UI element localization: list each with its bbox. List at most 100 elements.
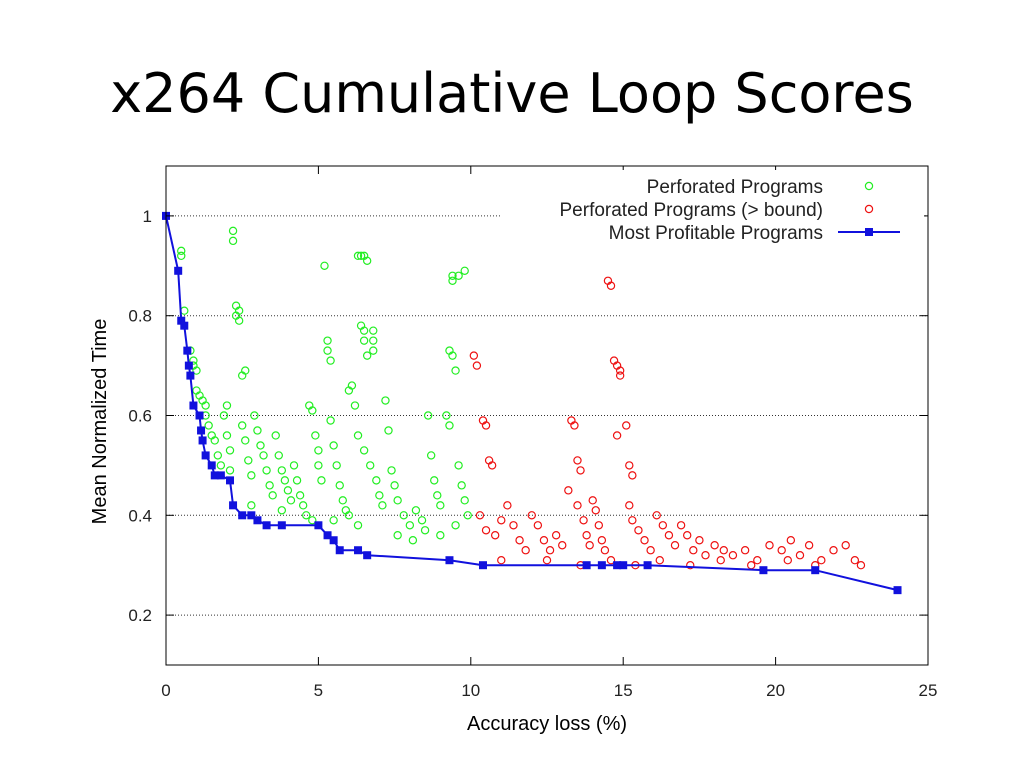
profitable-point — [247, 511, 256, 520]
perforated-point — [350, 401, 360, 410]
over-bound-point — [564, 486, 573, 495]
profitable-point — [363, 551, 372, 560]
perforated-point — [375, 491, 384, 500]
perforated-point — [298, 501, 308, 510]
y-tick-label: 0.6 — [128, 407, 152, 426]
y-axis-label: Mean Normalized Time — [89, 319, 111, 525]
over-bound-point — [856, 561, 866, 570]
perforated-point — [353, 431, 363, 440]
over-bound-point — [683, 531, 692, 540]
perforated-point — [314, 446, 323, 455]
over-bound-point — [634, 526, 643, 535]
y-tick-label: 0.8 — [128, 307, 152, 326]
over-bound-point — [628, 516, 637, 525]
over-bound-point — [558, 541, 567, 550]
perforated-point — [274, 451, 283, 460]
over-bound-point — [783, 556, 792, 565]
over-bound-point — [753, 556, 762, 565]
over-bound-point — [740, 546, 750, 555]
perforated-point — [329, 516, 338, 525]
perforated-point — [420, 526, 430, 535]
over-bound-point — [475, 511, 485, 520]
perforated-point — [253, 426, 262, 435]
perforated-point — [177, 246, 186, 256]
perforated-point — [277, 506, 287, 515]
profitable-point — [207, 461, 216, 470]
perforated-point — [244, 456, 253, 465]
over-bound-point — [472, 361, 482, 370]
profitable-point — [478, 561, 487, 570]
over-bound-point — [615, 371, 625, 380]
perforated-point — [222, 401, 232, 410]
profitable-point — [277, 521, 286, 530]
profitable-point — [643, 561, 652, 570]
perforated-point — [347, 381, 357, 390]
perforated-point — [338, 496, 347, 505]
x-tick-label: 25 — [919, 681, 938, 700]
over-bound-point — [710, 541, 719, 550]
perforated-point — [210, 436, 219, 445]
x-tick-label: 10 — [461, 681, 480, 700]
perforated-point — [353, 521, 363, 530]
perforated-point — [308, 516, 317, 525]
over-bound-point — [728, 551, 738, 560]
over-bound-point — [676, 521, 686, 530]
over-bound-point — [487, 461, 497, 470]
y-tick-label: 0.2 — [128, 606, 152, 625]
over-bound-point — [829, 546, 838, 555]
profitable-point — [619, 561, 628, 570]
over-bound-point — [509, 521, 518, 530]
profitable-point — [189, 401, 198, 410]
perforated-point — [454, 461, 463, 470]
perforated-point — [460, 496, 469, 505]
profitable-point — [335, 546, 344, 555]
over-bound-point — [497, 556, 506, 565]
perforated-point — [442, 411, 451, 420]
over-bound-point — [481, 526, 491, 535]
over-bound-point — [622, 421, 631, 430]
perforated-point — [405, 521, 415, 530]
over-bound-point — [628, 471, 637, 480]
over-bound-point — [527, 511, 536, 520]
perforated-point — [359, 336, 369, 345]
over-bound-point — [597, 536, 607, 545]
perforated-point — [213, 451, 223, 460]
over-bound-point — [615, 366, 625, 375]
profitable-point — [329, 536, 338, 545]
over-bound-point — [576, 466, 585, 475]
over-bound-point — [670, 541, 680, 550]
legend-keys — [838, 181, 900, 236]
perforated-point — [332, 461, 341, 470]
profitable-point — [613, 561, 622, 570]
over-bound-point — [515, 536, 524, 545]
perforated-point — [323, 346, 332, 355]
perforated-point — [356, 251, 366, 261]
legend-background — [500, 170, 924, 246]
over-bound-point — [850, 556, 860, 565]
profitable-point — [197, 426, 206, 435]
perforated-point — [451, 521, 460, 530]
perforated-point — [228, 236, 238, 246]
perforated-point — [335, 481, 344, 490]
grid-lines — [166, 215, 928, 616]
perforated-point — [241, 436, 250, 445]
perforated-point — [320, 261, 329, 270]
over-bound-point — [551, 531, 561, 540]
over-bound-point — [570, 421, 579, 430]
legend-label-perforated: Perforated Programs — [647, 177, 823, 198]
over-bound-point — [695, 536, 704, 545]
perforated-point — [256, 441, 265, 450]
profitable-point — [198, 436, 207, 445]
over-bound-point — [490, 531, 500, 540]
profitable-point — [186, 371, 195, 380]
legend-key-green-circle — [864, 181, 874, 191]
over-bound-point — [579, 516, 588, 525]
perforated-point — [460, 266, 469, 275]
over-bound-point — [625, 461, 634, 470]
over-bound-point — [655, 556, 664, 565]
perforated-point — [225, 466, 235, 475]
perforated-point — [201, 401, 210, 410]
x-tick-label: 0 — [161, 681, 170, 700]
perforated-point — [247, 501, 256, 510]
